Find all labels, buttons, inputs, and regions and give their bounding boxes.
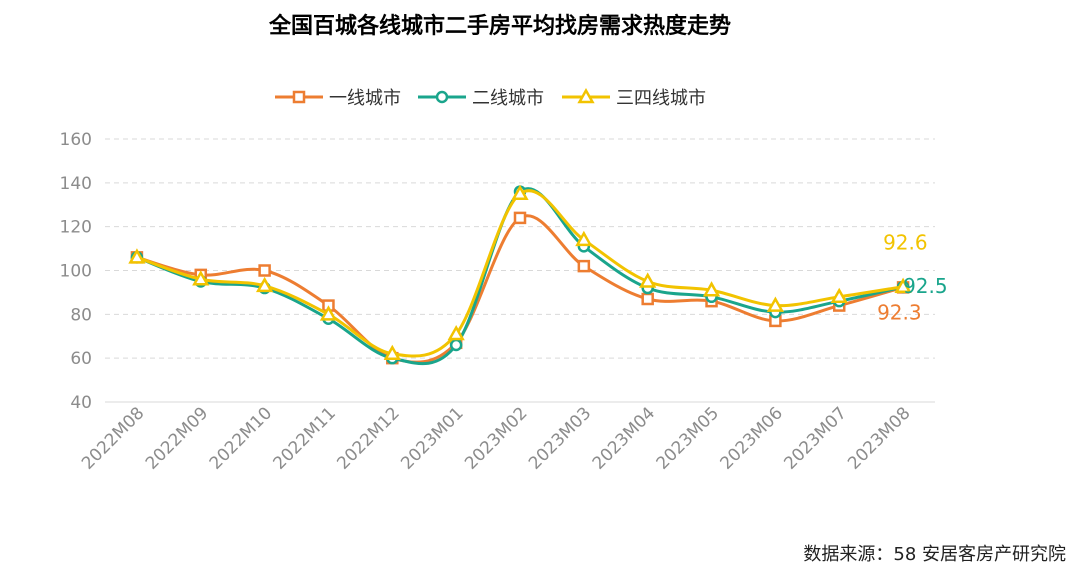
data-point [766,296,785,312]
data-point [447,325,465,341]
x-tick-label: 2022M10 [206,403,276,473]
y-tick-label: 60 [70,349,92,369]
y-tick-label: 40 [70,393,92,413]
data-point [511,184,529,201]
x-tick-label: 2023M01 [397,403,467,473]
x-tick-label: 2023M02 [461,403,531,473]
data-point [575,230,593,247]
data-point [894,277,912,293]
legend-item: 二线城市 [418,88,544,109]
y-tick-label: 140 [60,174,92,194]
x-tick-label: 2022M09 [142,403,212,473]
legend-item: 三四线城市 [562,87,706,109]
series-1 [130,211,910,365]
legend-label: 二线城市 [472,88,544,109]
x-axis-ticks: 2022M082022M092022M102022M112022M122023M… [78,403,915,473]
x-tick-label: 2022M11 [270,403,340,473]
legend-item: 一线城市 [275,88,401,109]
data-point [577,259,591,273]
y-axis-ticks: 40 60 80 100 120 140 160 [60,130,92,413]
legend-marker [577,87,595,104]
data-point [641,292,654,306]
data-point [702,281,721,297]
end-value-label: 92.6 [883,231,928,255]
x-tick-label: 2022M08 [78,403,148,473]
data-point [513,211,527,225]
y-tick-label: 80 [70,305,92,325]
legend-marker [435,90,449,104]
data-point [639,272,657,288]
y-tick-label: 100 [60,262,92,282]
legend-marker [292,90,306,104]
end-value-label: 92.3 [877,300,922,324]
series-line [136,214,904,364]
legend-label: 一线城市 [329,88,401,109]
data-point [383,344,401,361]
data-point [830,287,848,304]
y-tick-label: 120 [60,218,92,238]
end-value-label: 92.5 [903,274,948,298]
x-tick-label: 2022M12 [333,403,403,473]
data-point [319,305,338,321]
series-group [128,184,912,366]
end-labels: 92.392.5 92.6 [877,231,948,325]
data-source-note: 数据来源：58 安居客房产研究院 [803,544,1066,565]
gridlines [105,138,935,403]
x-tick-label: 2023M04 [589,403,659,473]
y-tick-label: 160 [60,130,92,150]
data-point [192,270,210,286]
chart-title: 全国百城各线城市二手房平均找房需求热度走势 [268,14,731,39]
data-point [258,264,271,277]
x-tick-label: 2023M05 [653,403,723,473]
x-tick-label: 2023M06 [717,403,787,473]
series-3 [128,184,912,361]
x-tick-label: 2023M03 [525,403,595,473]
data-point [128,248,146,264]
x-tick-label: 2023M08 [844,403,914,473]
legend: 一线城市 二线城市 三四线城市 [275,87,706,109]
data-point [255,276,274,293]
legend-label: 三四线城市 [616,88,706,109]
data-point [449,338,463,352]
x-tick-label: 2023M07 [780,403,850,473]
